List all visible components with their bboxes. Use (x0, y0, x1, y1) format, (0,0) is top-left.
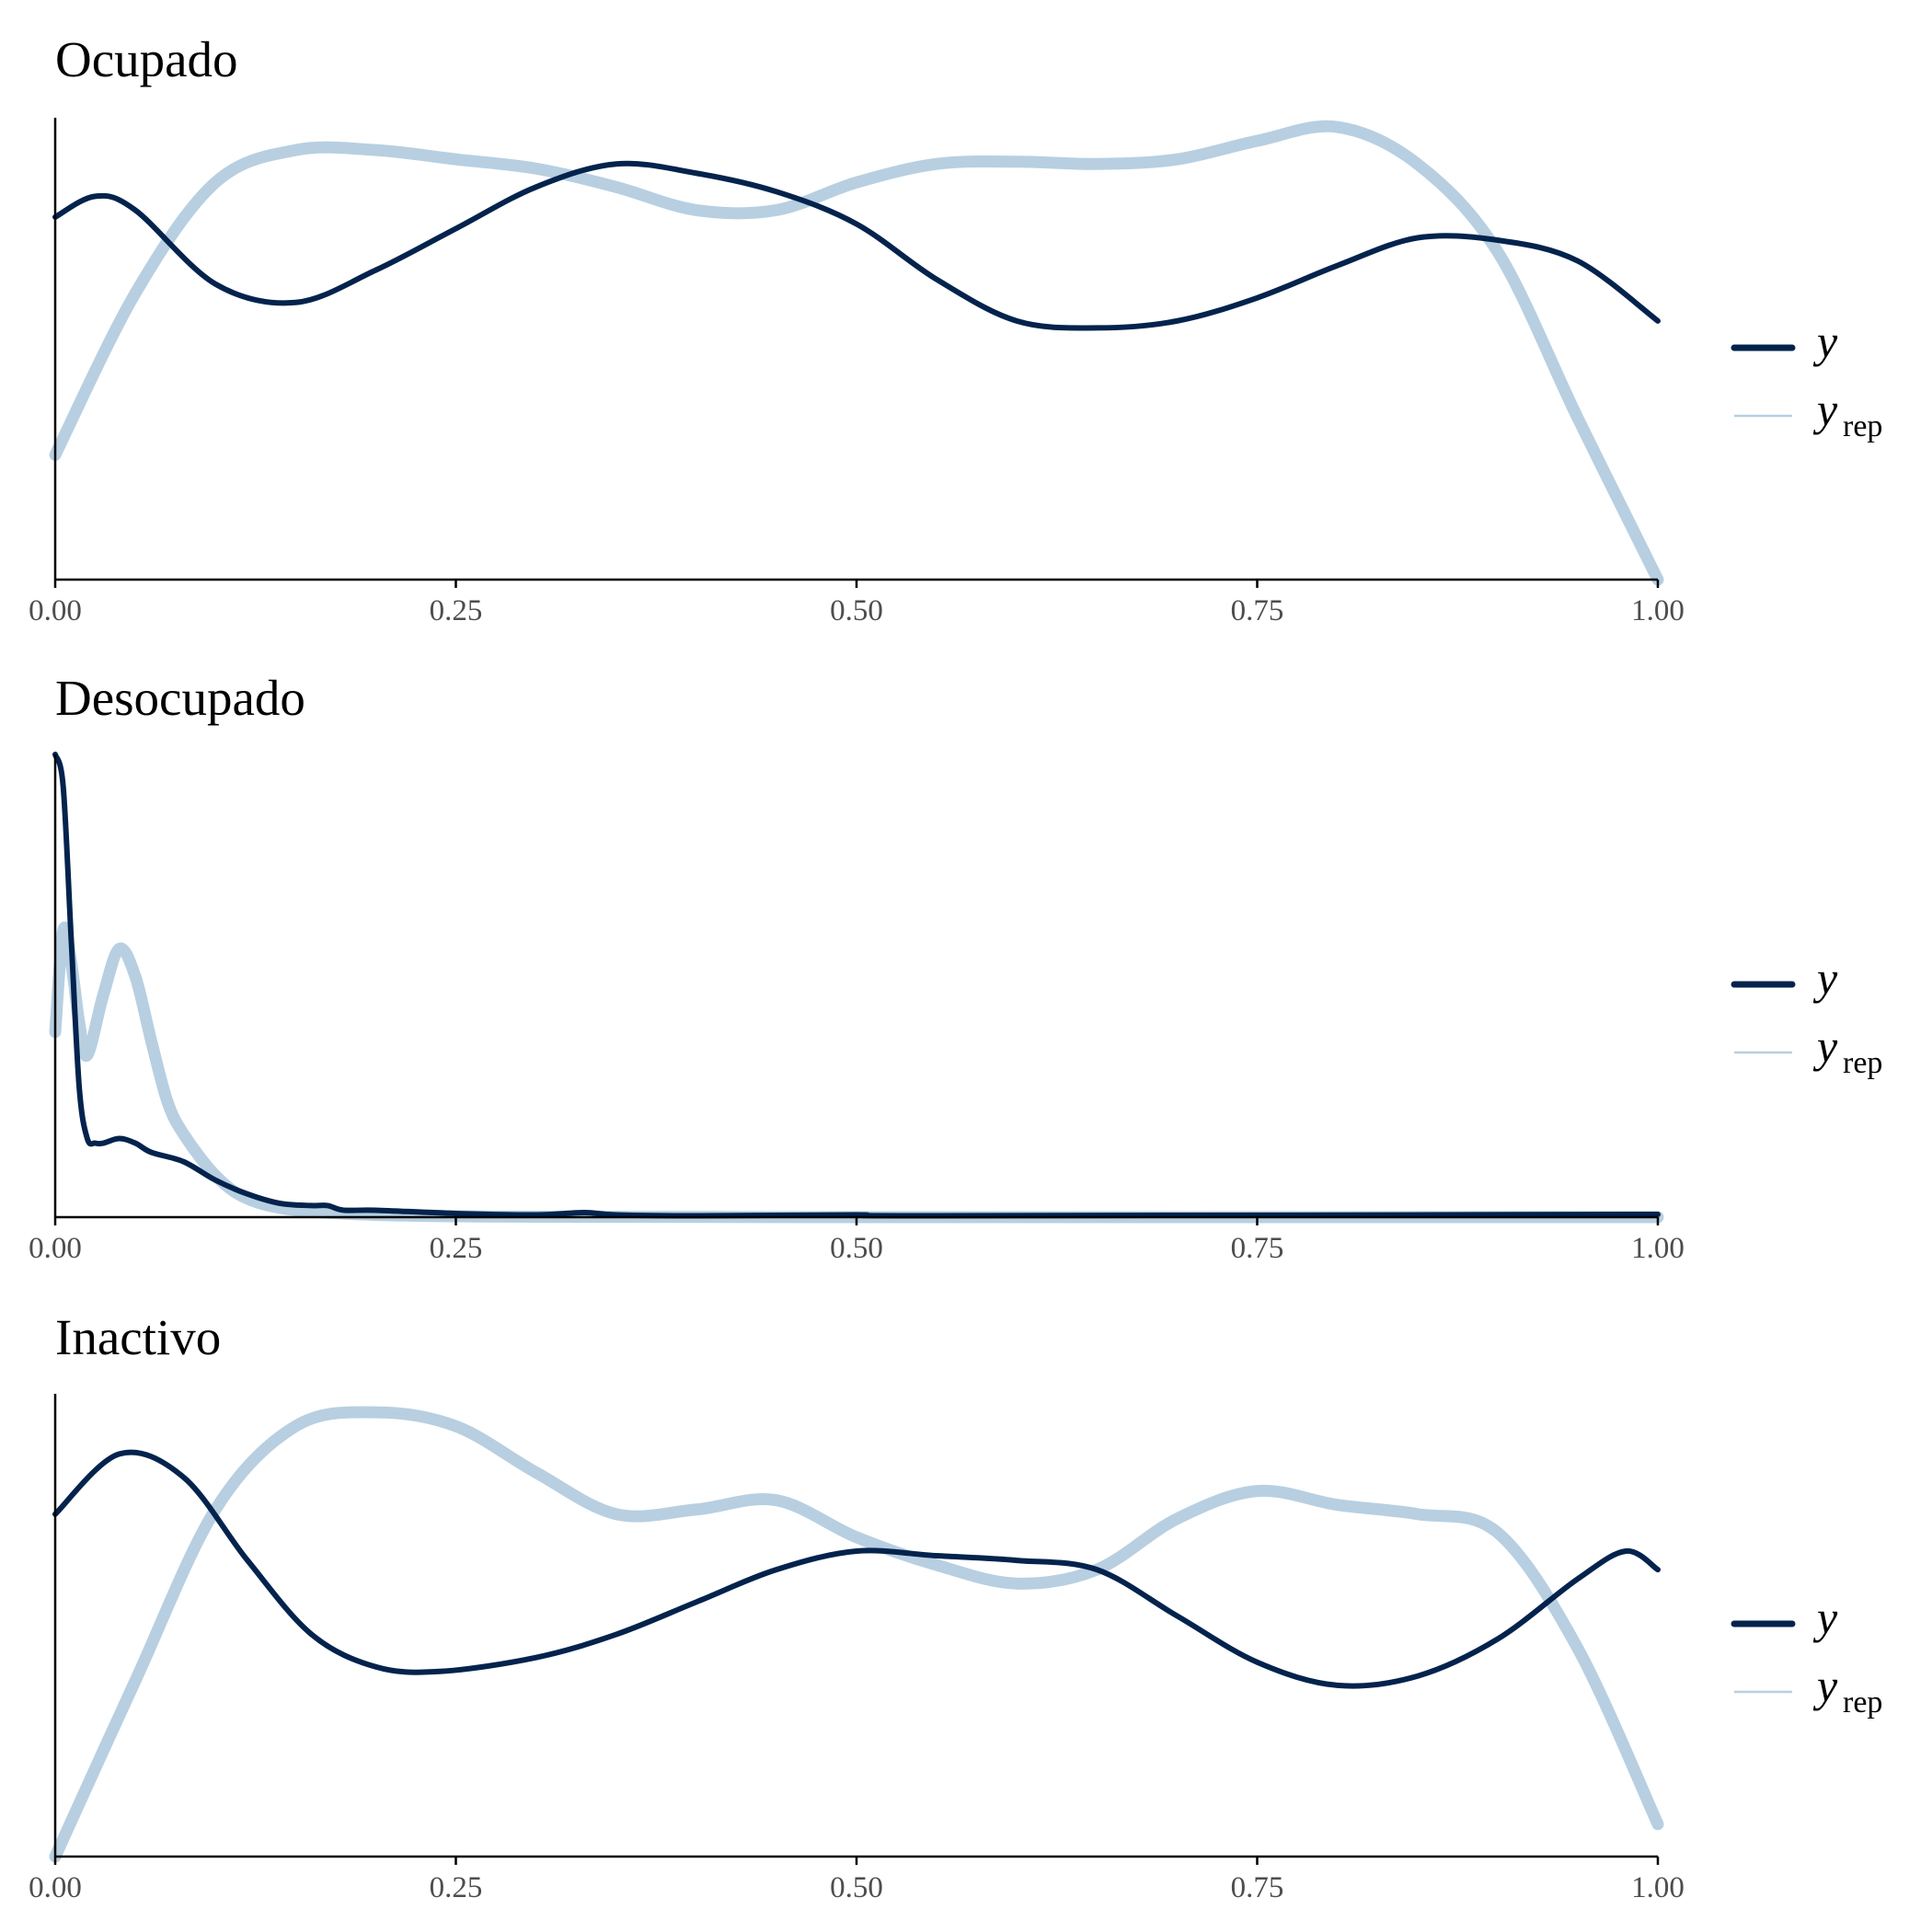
legend-label-y: y (1812, 316, 1838, 367)
yrep-draws (49, 1406, 1664, 1863)
x-tick-label: 0.50 (830, 1232, 883, 1265)
yrep-line (54, 1410, 1659, 1857)
yrep-line (49, 1406, 1664, 1863)
yrep-line (49, 921, 1664, 1224)
y-line (52, 1449, 1661, 1689)
x-tick-label: 1.00 (1631, 1232, 1685, 1265)
yrep-line (54, 1409, 1659, 1855)
legend-label-yrep-subscript: rep (1843, 409, 1882, 443)
y-line (52, 752, 1661, 1219)
yrep-line (54, 926, 1659, 1219)
x-tick-label: 0.75 (1231, 594, 1284, 627)
legend: yy rep (1731, 316, 1882, 443)
yrep-line (54, 1409, 1659, 1856)
yrep-line (54, 928, 1659, 1221)
yrep-draws (49, 921, 1664, 1224)
legend-label-y: y (1812, 952, 1838, 1004)
panel-title: Desocupado (55, 670, 305, 726)
yrep-line (54, 1409, 1659, 1857)
x-tick-label: 0.00 (29, 1871, 82, 1904)
yrep-line (54, 121, 1659, 579)
x-tick-label: 0.00 (29, 1232, 82, 1265)
yrep-line (54, 926, 1659, 1220)
yrep-line (49, 120, 1664, 586)
legend-label-yrep-subscript: rep (1843, 1046, 1882, 1080)
y-line (52, 160, 1661, 331)
yrep-line (54, 926, 1659, 1221)
yrep-line (54, 124, 1659, 581)
yrep-line (54, 931, 1659, 1223)
yrep-line (54, 1409, 1659, 1857)
yrep-line (54, 126, 1659, 581)
yrep-draws (49, 120, 1664, 586)
legend-label-yrep: y (1812, 384, 1838, 435)
x-tick-label: 0.25 (430, 594, 483, 627)
yrep-line (54, 1410, 1659, 1857)
legend: yy rep (1731, 952, 1882, 1080)
x-tick-label: 0.25 (430, 1871, 483, 1904)
yrep-line (54, 923, 1659, 1222)
yrep-line (54, 127, 1659, 583)
legend-label-yrep: y (1812, 1020, 1838, 1072)
x-tick-label: 0.75 (1231, 1871, 1284, 1904)
x-tick-label: 1.00 (1631, 594, 1685, 627)
yrep-line (54, 1409, 1659, 1856)
yrep-line (54, 926, 1659, 1219)
legend-label-yrep-subscript: rep (1843, 1685, 1882, 1719)
yrep-line (54, 124, 1659, 581)
legend-label-y: y (1812, 1592, 1838, 1643)
panel-title: Inactivo (55, 1309, 221, 1365)
x-tick-label: 0.50 (830, 594, 883, 627)
yrep-line (54, 130, 1659, 584)
x-tick-label: 0.75 (1231, 1232, 1284, 1265)
x-tick-label: 0.25 (430, 1232, 483, 1265)
legend-label-yrep: y (1812, 1660, 1838, 1711)
x-tick-label: 0.00 (29, 594, 82, 627)
legend: yy rep (1731, 1592, 1882, 1719)
panel-title: Ocupado (55, 31, 238, 87)
x-tick-label: 1.00 (1631, 1871, 1685, 1904)
yrep-line (54, 124, 1659, 581)
x-tick-label: 0.50 (830, 1871, 883, 1904)
